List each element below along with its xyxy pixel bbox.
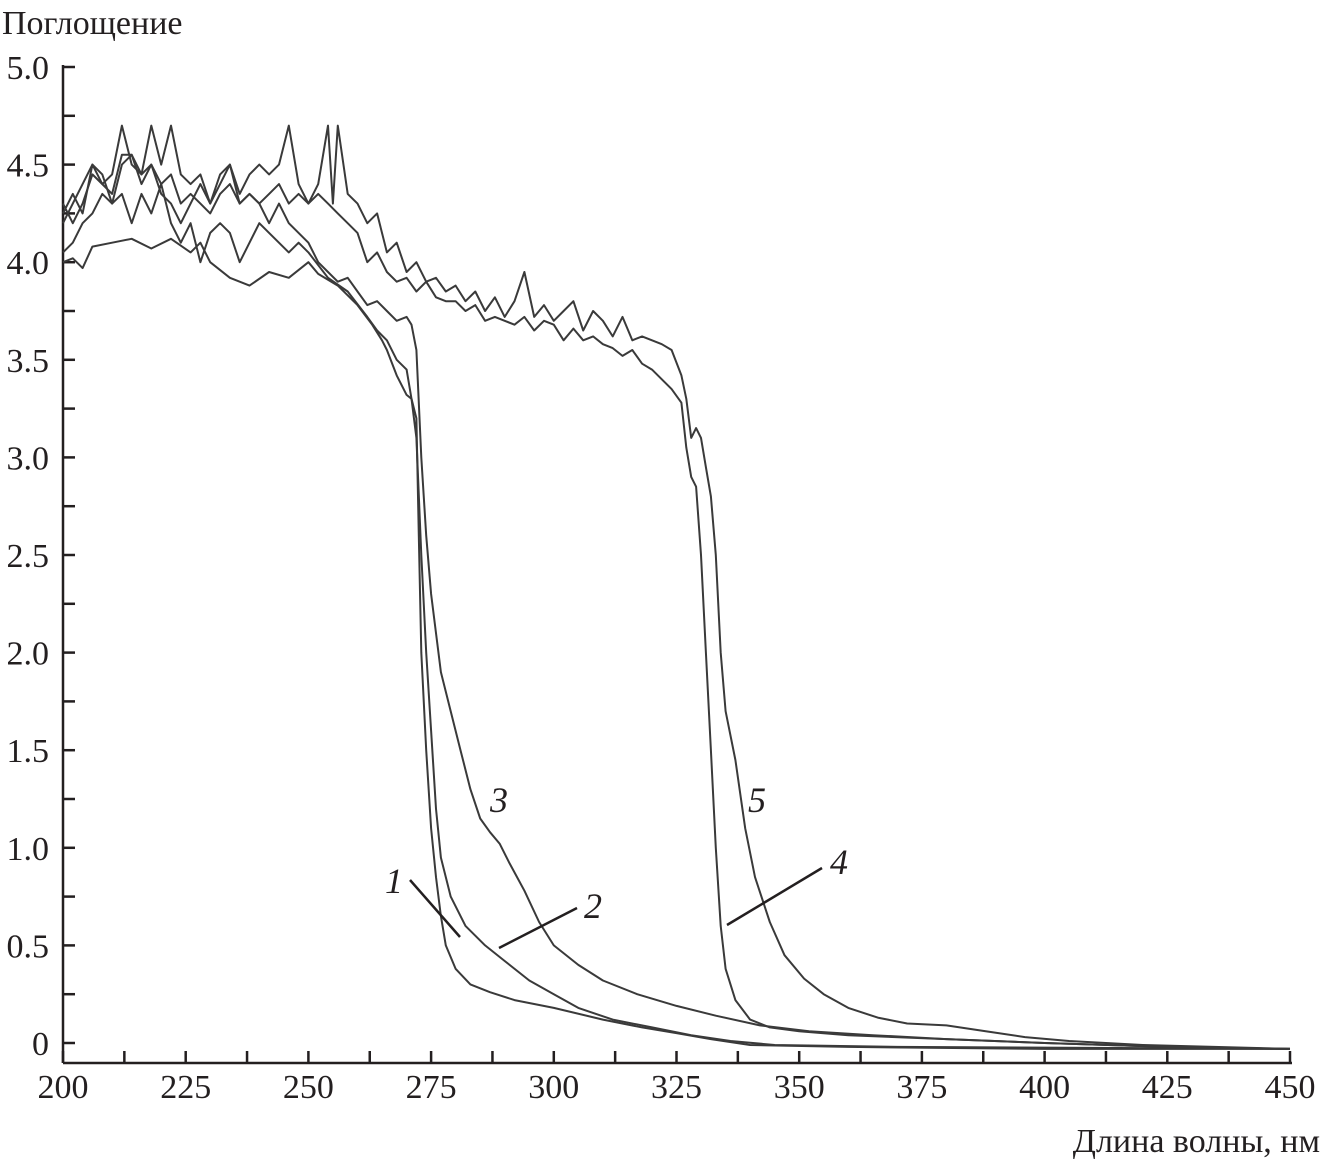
series-line-2	[62, 183, 1291, 1050]
y-tick-label: 5.0	[7, 50, 50, 87]
x-tick-label: 275	[406, 1069, 457, 1106]
curve-label-1: 1	[385, 861, 403, 901]
leader-line-4	[726, 866, 823, 927]
x-tick-label: 425	[1142, 1069, 1193, 1106]
series-line-3	[62, 153, 1291, 1050]
y-tick-label: 4.0	[7, 245, 50, 282]
x-tick-label: 300	[528, 1069, 579, 1106]
y-axis-title: Поглощение	[2, 5, 183, 42]
y-tick-label: 4.5	[7, 148, 50, 185]
y-tick-label: 2.5	[7, 538, 50, 575]
x-tick-label: 375	[896, 1069, 947, 1106]
axes: 200 225 250 275 300 325 350 375 400 425 45000.51.0…	[7, 50, 1316, 1106]
x-axis-title: Длина волны, нм	[1073, 1123, 1320, 1160]
x-tick-label: 225	[160, 1069, 211, 1106]
x-tick-label: 250	[283, 1069, 334, 1106]
x-tick-label: 450	[1265, 1069, 1316, 1106]
y-tick-label: 1.0	[7, 831, 50, 868]
y-tick-label: 0	[32, 1026, 49, 1063]
y-tick-label: 0.5	[7, 928, 50, 965]
x-tick-label: 325	[651, 1069, 702, 1106]
x-tick-label: 200	[38, 1069, 89, 1106]
series-line-1	[62, 237, 1290, 1050]
x-tick-label: 400	[1019, 1069, 1070, 1106]
series-line-4	[62, 153, 1291, 1050]
annotations: 1 2 3 4 5	[385, 780, 848, 950]
curve-label-5: 5	[748, 780, 766, 820]
y-tick-label: 2.0	[7, 636, 50, 673]
curve-label-4: 4	[830, 842, 848, 882]
x-tick-label: 350	[774, 1069, 825, 1106]
leader-line-1	[409, 879, 461, 938]
y-tick-label: 1.5	[7, 733, 50, 770]
leader-line-2	[498, 906, 578, 950]
curve-label-3: 3	[489, 780, 508, 820]
y-tick-label: 3.5	[7, 343, 50, 380]
curve-label-2: 2	[584, 886, 602, 926]
series-line-5	[62, 124, 1291, 1050]
series-group	[62, 124, 1291, 1050]
y-tick-label: 3.0	[7, 440, 50, 477]
